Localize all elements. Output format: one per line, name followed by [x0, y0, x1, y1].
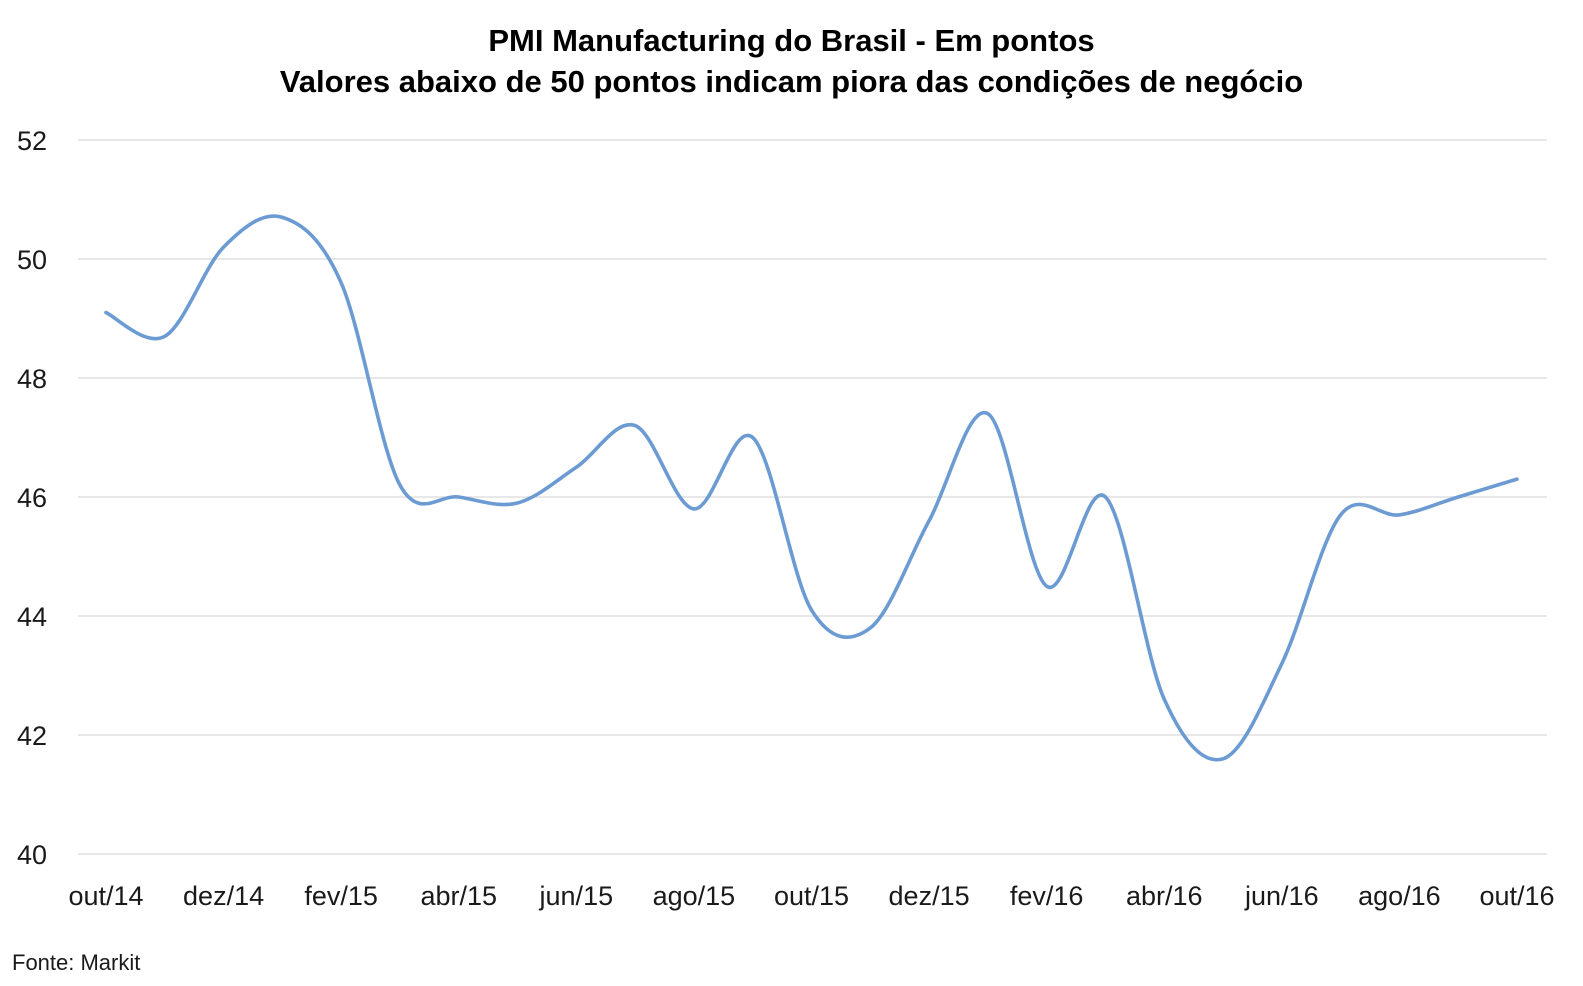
data-point — [1045, 584, 1049, 588]
x-axis-ticks: out/14 dez/14 fev/15 abr/15 jun/15 ago/15 out/… — [68, 881, 1554, 911]
y-tick-label: 52 — [17, 126, 47, 156]
data-point — [1280, 662, 1284, 666]
data-point — [1515, 477, 1519, 481]
y-tick-label: 44 — [17, 602, 47, 632]
x-tick-label: jun/15 — [539, 881, 614, 911]
x-tick-label: abr/15 — [420, 881, 497, 911]
data-point — [1221, 757, 1225, 761]
y-tick-label: 42 — [17, 721, 47, 751]
y-axis-ticks: 40 42 44 46 48 50 52 — [17, 126, 47, 870]
x-tick-label: abr/16 — [1126, 881, 1203, 911]
data-point — [692, 507, 696, 511]
y-tick-label: 46 — [17, 483, 47, 513]
chart-title-line1: PMI Manufacturing do Brasil - Em pontos — [488, 23, 1095, 58]
data-point — [1397, 513, 1401, 517]
data-point — [222, 245, 226, 249]
data-point — [986, 412, 990, 416]
data-point — [1103, 495, 1107, 499]
data-point — [633, 424, 637, 428]
data-point — [398, 483, 402, 487]
x-tick-label: jun/16 — [1244, 881, 1319, 911]
y-tick-label: 48 — [17, 364, 47, 394]
x-tick-label: ago/15 — [653, 881, 736, 911]
x-tick-label: fev/15 — [304, 881, 378, 911]
x-tick-label: dez/15 — [889, 881, 970, 911]
data-point — [810, 608, 813, 612]
series-layer — [104, 214, 1519, 762]
x-tick-label: dez/14 — [183, 881, 264, 911]
data-point — [339, 281, 343, 285]
data-point — [1456, 495, 1460, 499]
data-point — [163, 334, 167, 338]
x-tick-label: out/15 — [774, 881, 849, 911]
chart-title: PMI Manufacturing do Brasil - Em pontos … — [0, 20, 1583, 102]
data-point — [574, 465, 578, 469]
x-tick-label: ago/16 — [1358, 881, 1441, 911]
data-point — [1339, 513, 1343, 517]
chart-subtitle: Valores abaixo de 50 pontos indicam pior… — [279, 64, 1304, 99]
data-point — [457, 495, 461, 499]
data-point — [751, 436, 755, 439]
x-tick-label: fev/16 — [1010, 881, 1084, 911]
gridlines — [78, 139, 1547, 855]
data-point — [1162, 697, 1166, 701]
data-point — [516, 501, 520, 505]
x-tick-label: out/16 — [1479, 881, 1554, 911]
series-line-0 — [104, 214, 1519, 762]
x-tick-label: out/14 — [68, 881, 143, 911]
source-note: Fonte: Markit — [12, 950, 141, 975]
y-tick-label: 40 — [17, 840, 47, 870]
y-tick-label: 50 — [17, 245, 47, 275]
data-point — [104, 311, 108, 315]
data-point — [868, 626, 872, 630]
data-point — [280, 215, 284, 219]
data-point — [927, 519, 931, 523]
